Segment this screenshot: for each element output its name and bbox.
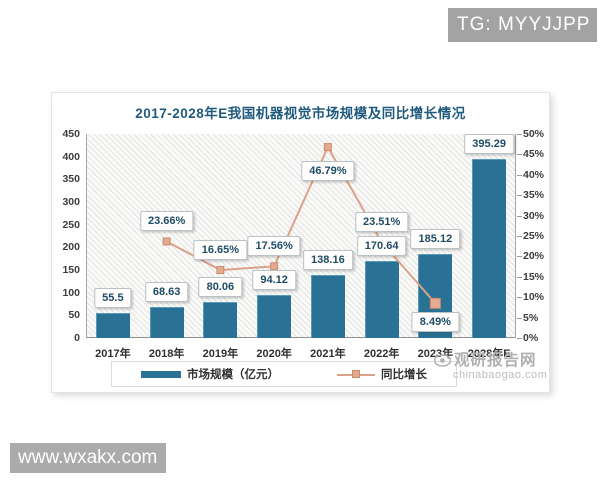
right-axis-tick-mark <box>517 174 522 176</box>
right-axis-tick-label: 25% <box>523 230 545 242</box>
bar-series-swatch <box>141 370 181 378</box>
telegram-contact-badge: TG: MYYJJPP <box>448 8 597 42</box>
bar-value-label: 185.12 <box>410 229 461 250</box>
market-size-bar <box>472 158 507 338</box>
x-axis-label: 2023年 <box>417 348 454 360</box>
right-axis-tick-mark <box>517 195 522 197</box>
right-axis-tick-label: 0% <box>523 332 539 344</box>
chart-title: 2017-2028年E我国机器视觉市场规模及同比增长情况 <box>135 106 466 121</box>
right-axis-tick-label: 50% <box>523 128 545 140</box>
growth-value-label: 8.49% <box>411 312 459 333</box>
telegram-contact-text: TG: MYYJJPP <box>457 14 591 35</box>
site-url-text: www.wxakx.com <box>18 447 158 468</box>
right-axis-tick-label: 40% <box>523 168 545 181</box>
growth-value-label: 46.79% <box>301 161 355 182</box>
growth-line-marker <box>323 143 332 152</box>
left-axis-tick-label: 0 <box>74 332 80 344</box>
line-series-swatch <box>337 369 375 379</box>
bar-value-label: 80.06 <box>198 276 243 297</box>
x-axis-label: 2022年 <box>363 348 400 360</box>
watermark-eye-icon <box>434 354 451 367</box>
right-axis-tick-mark <box>517 338 522 339</box>
left-axis-tick-label: 450 <box>62 128 80 140</box>
right-axis-tick-mark <box>517 236 522 237</box>
market-size-bar <box>149 306 184 338</box>
growth-line-marker <box>216 266 225 275</box>
growth-line-marker <box>429 297 441 309</box>
right-axis-tick-label: 5% <box>523 311 539 324</box>
left-axis-tick-label: 250 <box>62 218 80 231</box>
growth-value-label: 17.56% <box>247 236 301 257</box>
bar-value-label: 170.64 <box>356 235 407 256</box>
right-axis-tick-label: 10% <box>523 291 545 304</box>
legend: 市场规模（亿元） 同比增长 <box>111 361 457 387</box>
right-axis-tick-label: 35% <box>523 189 545 202</box>
right-axis-tick-label: 15% <box>523 270 545 283</box>
right-axis-tick-mark <box>517 154 522 156</box>
right-axis-tick-label: 45% <box>523 148 545 161</box>
x-axis-label: 2017年 <box>95 348 131 360</box>
site-url-badge: www.wxakx.com <box>10 443 166 473</box>
market-size-bar <box>203 301 238 338</box>
right-axis-tick-mark <box>517 256 522 258</box>
bar-value-label: 138.16 <box>303 250 353 271</box>
right-axis-tick-mark <box>517 317 522 319</box>
right-axis-tick-mark <box>517 276 522 278</box>
bar-value-label: 68.63 <box>144 281 189 302</box>
watermark-name: 观研报告网 <box>454 352 537 369</box>
growth-line-marker <box>162 237 171 246</box>
growth-line-marker <box>270 262 279 271</box>
market-size-bar <box>257 295 292 338</box>
x-axis-label: 2028年E <box>467 348 511 360</box>
chart-panel: 2017-2028年E我国机器视觉市场规模及同比增长情况 0 50 100 150 20… <box>51 92 550 393</box>
left-axis-tick-label: 50 <box>68 309 80 322</box>
legend-entry-growth: 同比增长 <box>337 366 427 382</box>
x-axis-label: 2018年 <box>148 348 185 360</box>
growth-value-label: 23.51% <box>354 212 409 233</box>
left-axis-tick-label: 200 <box>62 241 80 254</box>
left-axis-tick-label: 300 <box>62 196 80 208</box>
right-axis-tick-label: 30% <box>523 209 545 222</box>
left-axis-tick-label: 350 <box>62 173 80 186</box>
watermark-domain: chinabaogao.com <box>453 369 548 381</box>
bar-value-label: 94.12 <box>252 270 296 291</box>
right-axis-tick-mark <box>517 215 522 217</box>
market-size-bar <box>364 260 399 338</box>
bar-value-label: 395.29 <box>464 133 514 154</box>
legend-label: 市场规模（亿元） <box>187 369 279 381</box>
right-axis-tick-label: 20% <box>523 250 545 263</box>
right-axis-tick-mark <box>517 297 522 299</box>
right-axis-tick-mark <box>517 134 522 135</box>
bar-value-label: 55.5 <box>94 287 132 308</box>
left-axis-tick-label: 400 <box>62 150 80 163</box>
legend-entry-market-size: 市场规模（亿元） <box>141 366 279 382</box>
x-axis-label: 2019年 <box>202 348 239 360</box>
legend-label: 同比增长 <box>381 369 427 381</box>
x-axis-label: 2021年 <box>310 348 346 360</box>
market-size-bar <box>95 312 130 338</box>
left-axis-tick-label: 100 <box>62 286 80 299</box>
watermark: 观研报告网 chinabaogao.com <box>434 352 548 383</box>
growth-value-label: 16.65% <box>193 240 248 261</box>
x-axis-label: 2020年 <box>256 348 292 360</box>
line-swatch-marker <box>352 369 360 378</box>
market-size-bar <box>310 275 345 338</box>
left-axis-tick-label: 150 <box>62 264 80 276</box>
growth-value-label: 23.66% <box>139 211 194 232</box>
